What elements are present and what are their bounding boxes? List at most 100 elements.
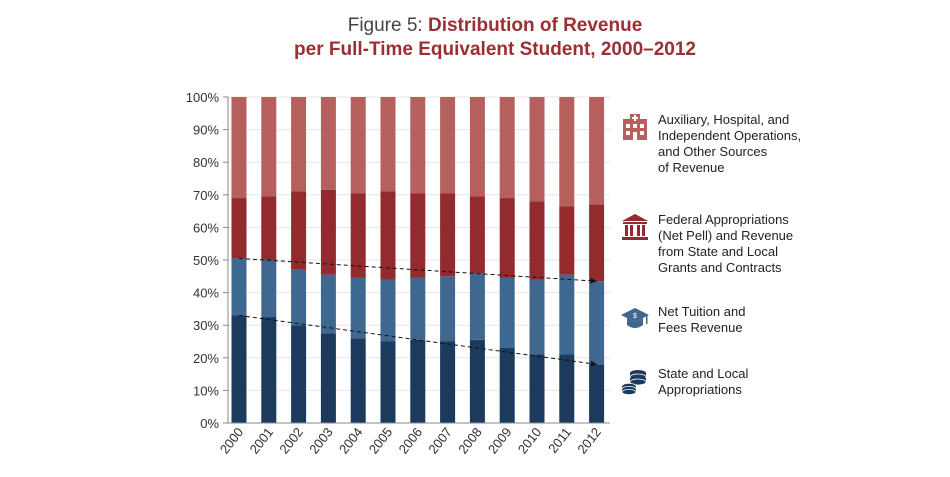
bar-segment-3 [559,206,575,275]
svg-text:$: $ [633,313,637,320]
bar-segment-2 [231,258,247,316]
bar-segment-4 [350,97,366,194]
bar-segment-2 [320,274,336,334]
legend-line: Independent Operations, [658,128,802,143]
chart-title: Figure 5: Distribution of Revenue per Fu… [0,14,950,62]
bar-segment-3 [320,189,336,275]
bar-segment-1 [410,339,426,423]
graduation-cap-icon: $ [621,308,649,328]
coins-icon [621,370,647,395]
bar-segment-4 [410,97,426,194]
bar-segment-2 [380,279,396,342]
bar-segment-2 [440,276,456,342]
bar-segment-2 [469,273,485,340]
x-tick-label: 2012 [574,425,604,457]
bar-segment-1 [499,348,515,423]
y-tick-label: 80% [193,155,219,170]
title-main: Distribution of Revenue [427,15,643,36]
legend-line: from State and Local [658,244,778,259]
x-tick-label: 2011 [545,425,574,456]
bar-segment-2 [261,260,277,318]
legend-line: of Revenue [658,160,725,175]
bar-segment-1 [559,354,575,423]
bar-segment-1 [469,339,485,423]
legend-item-auxiliary: Auxiliary, Hospital, and Independent Ope… [620,112,828,176]
legend-line: Fees Revenue [658,320,743,335]
bar-segment-1 [231,315,247,423]
bar-segment-3 [291,191,307,270]
title-lead: Figure 5: [347,15,423,36]
legend-item-tuition: $ Net Tuition and Fees Revenue [620,304,828,336]
bar-segment-1 [589,364,605,423]
bar-segment-4 [291,97,307,192]
bar-segment-2 [529,279,545,355]
y-tick-label: 20% [193,351,219,366]
legend-line: State and Local [658,366,749,381]
bar-segment-2 [291,269,307,326]
x-axis: 2000 2001 2002 2003 2004 2005 2006 2007 2008 2009… [217,422,610,457]
y-tick-label: 70% [193,188,219,203]
bar-segment-4 [320,97,336,190]
y-tick-label: 50% [193,253,219,268]
legend-item-federal: Federal Appropriations (Net Pell) and Re… [620,212,828,276]
bar-segment-3 [440,193,456,277]
legend-line: Auxiliary, Hospital, and [658,112,790,127]
bar-segment-4 [559,97,575,207]
legend-label-state-local: State and Local Appropriations [658,366,828,398]
x-tick-label: 2001 [247,425,277,457]
title-line-2: per Full-Time Equivalent Student, 2000–2… [294,39,696,60]
bar-segment-3 [261,196,277,260]
x-tick-label: 2002 [276,425,306,457]
x-tick-label: 2000 [217,425,247,457]
legend-label-tuition: Net Tuition and Fees Revenue [658,304,828,336]
bar-segment-3 [231,198,247,259]
bar-segment-1 [261,317,277,423]
bar-segment-2 [559,274,575,355]
trend-line [238,257,597,284]
bar-segment-1 [291,325,307,423]
bar-segment-2 [410,277,426,340]
bar-segment-4 [469,97,485,197]
title-line-1: Figure 5: Distribution of Revenue [0,14,950,38]
y-tick-label: 90% [193,123,219,138]
x-tick-label: 2003 [306,425,336,457]
legend-line: (Net Pell) and Revenue [658,228,794,243]
bar-segment-3 [529,201,545,280]
x-tick-label: 2008 [455,425,485,457]
x-tick-label: 2006 [396,425,426,457]
legend-label-federal: Federal Appropriations (Net Pell) and Re… [658,212,828,276]
legend-item-state-local: State and Local Appropriations [620,366,828,398]
bar-segment-1 [320,333,336,423]
hospital-icon [623,114,647,140]
bar-segment-4 [589,97,605,205]
bar-segment-1 [529,354,545,423]
bar-segment-3 [589,204,605,282]
y-axis: 0% 10% 20% 30% 40% 50% 60% 70% 80% 90% 100% [186,90,229,431]
legend-line: Grants and Contracts [658,260,782,275]
government-building-icon [622,214,648,240]
legend-line: and Other Sources [658,144,768,159]
x-tick-label: 2010 [515,425,545,457]
y-tick-label: 40% [193,286,219,301]
bars [231,97,605,423]
bar-segment-1 [380,341,396,423]
legend-line: Federal Appropriations [658,212,789,227]
bar-segment-2 [589,281,605,365]
bar-segment-4 [380,97,396,192]
bar-segment-4 [499,97,515,199]
bar-segment-3 [350,193,366,278]
legend-line: Net Tuition and [658,304,746,319]
bar-segment-4 [261,97,277,197]
bar-segment-2 [499,277,515,349]
x-tick-label: 2004 [336,425,366,457]
bar-segment-3 [410,193,426,278]
bar-segment-1 [350,338,366,423]
bar-segment-2 [350,277,366,339]
bar-segment-4 [440,97,456,194]
y-tick-label: 100% [186,90,220,105]
legend-label-auxiliary: Auxiliary, Hospital, and Independent Ope… [658,112,828,176]
x-tick-label: 2007 [425,425,455,457]
legend-line: Appropriations [658,382,742,397]
bar-segment-3 [469,196,485,274]
